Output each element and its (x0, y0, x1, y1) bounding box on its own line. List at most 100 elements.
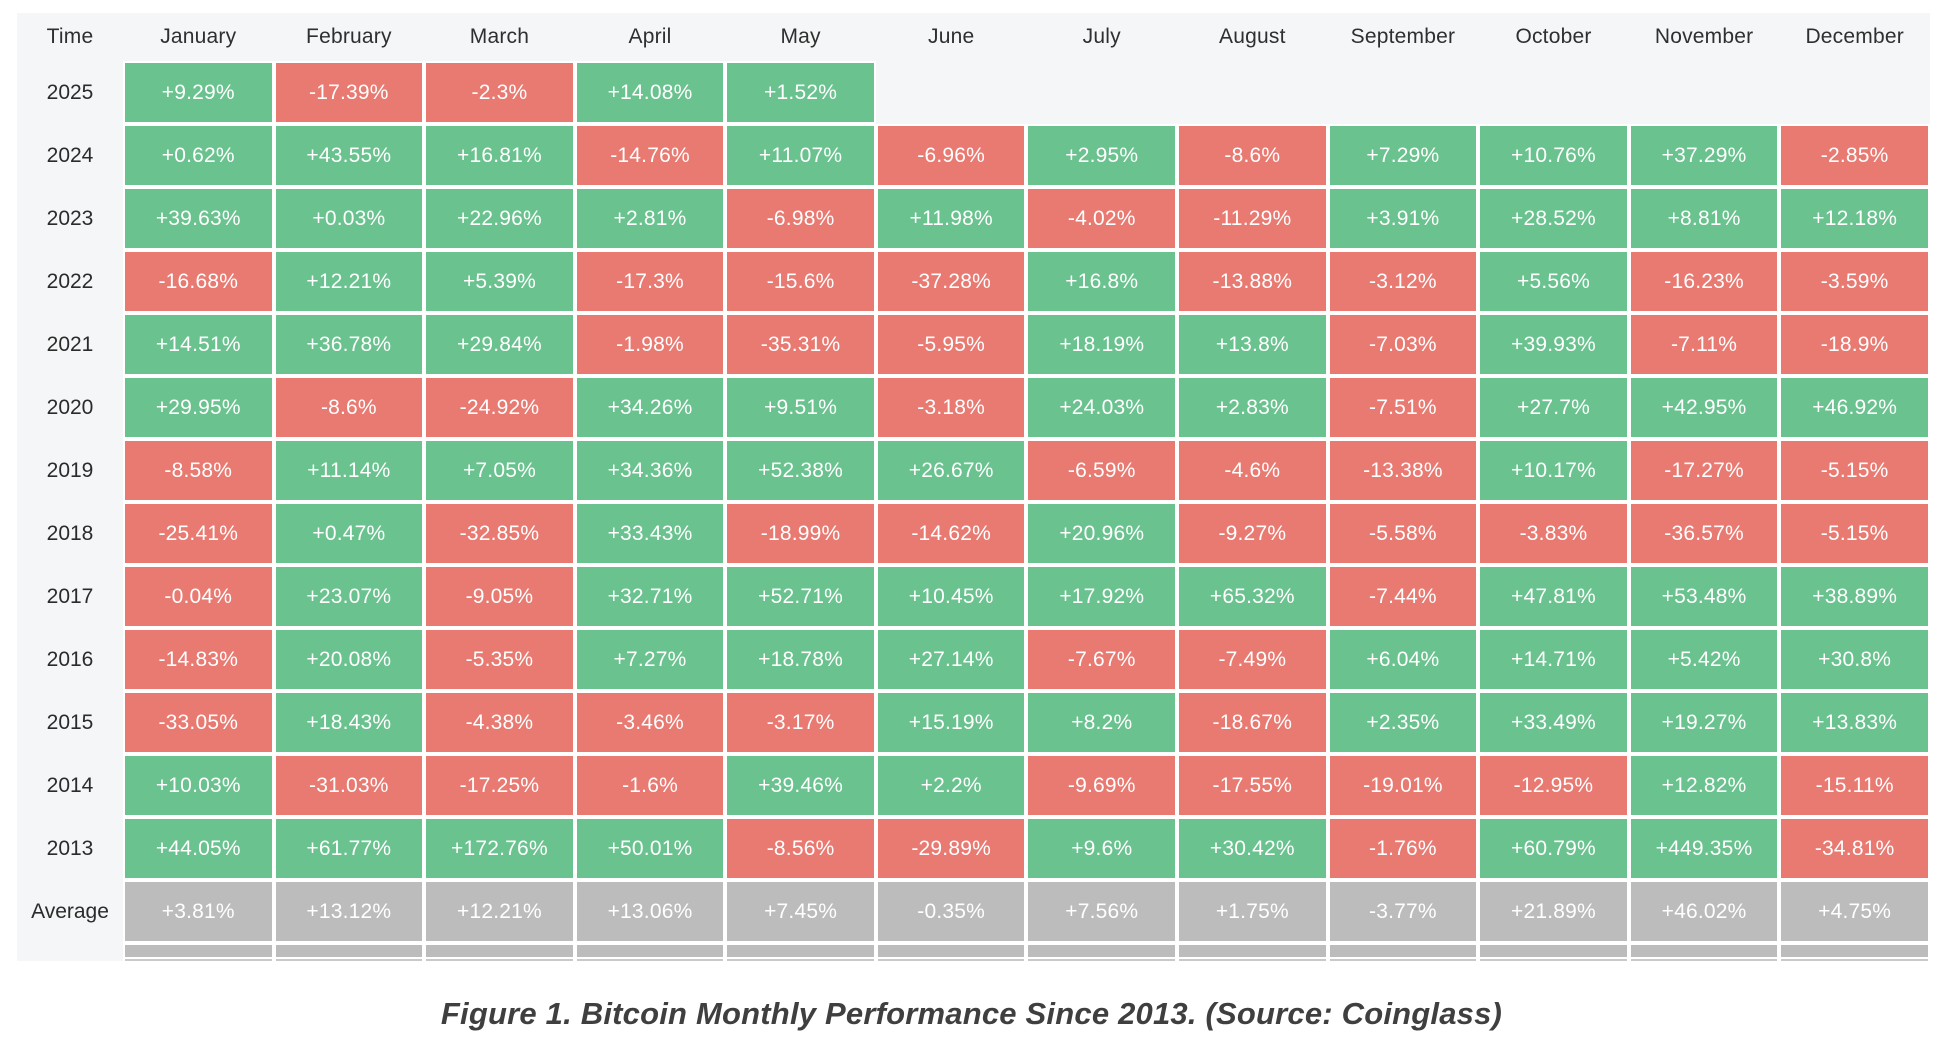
perf-cell: +34.26% (574, 376, 726, 439)
cutoff-cell (1026, 943, 1178, 957)
perf-cell: -8.6% (1177, 124, 1328, 187)
perf-cell: -3.18% (875, 376, 1027, 439)
perf-cell: +449.35% (1628, 817, 1780, 880)
perf-cell: +10.76% (1478, 124, 1629, 187)
perf-cell: -29.89% (875, 817, 1027, 880)
perf-cell: -7.51% (1327, 376, 1479, 439)
table-row: Average +3.81% +13.12% +12.21% +13.06% +7.45%… (17, 880, 1930, 943)
perf-cell: -5.35% (424, 628, 575, 691)
perf-cell: +44.05% (123, 817, 274, 880)
perf-cell: -5.15% (1779, 502, 1930, 565)
month-column-header: October (1515, 25, 1592, 48)
perf-cell: +2.83% (1177, 376, 1328, 439)
perf-cell: +50.01% (574, 817, 726, 880)
perf-cell: -3.83% (1478, 502, 1629, 565)
perf-cell: +19.27% (1628, 691, 1780, 754)
perf-cell: -0.04% (123, 565, 274, 628)
month-column-header: August (1219, 25, 1286, 48)
month-column-header: September (1350, 25, 1456, 48)
perf-cell: +9.51% (725, 376, 876, 439)
perf-cell: -31.03% (273, 754, 425, 817)
perf-cell: +27.7% (1478, 376, 1629, 439)
perf-cell: -17.25% (424, 754, 575, 817)
month-column-header: December (1805, 25, 1904, 48)
perf-cell: -9.05% (424, 565, 575, 628)
perf-cell: +11.98% (875, 187, 1027, 250)
perf-cell: +52.38% (725, 439, 876, 502)
perf-cell: -0.35% (875, 880, 1027, 943)
cutoff-cell (1177, 943, 1328, 957)
perf-cell: +14.08% (574, 61, 726, 124)
perf-cell: -16.68% (123, 250, 274, 313)
perf-cell: +20.08% (273, 628, 425, 691)
perf-cell: +18.78% (725, 628, 876, 691)
perf-cell: -17.3% (574, 250, 726, 313)
perf-cell: +12.82% (1628, 754, 1780, 817)
cutoff-row-label-spacer (17, 943, 123, 957)
cutoff-cell (1026, 957, 1178, 961)
perf-cell: -8.6% (273, 376, 425, 439)
perf-cell: -6.98% (725, 187, 876, 250)
perf-cell: +2.95% (1026, 124, 1178, 187)
perf-cell: -19.01% (1327, 754, 1479, 817)
perf-cell: +4.75% (1779, 880, 1930, 943)
perf-cell: +26.67% (875, 439, 1027, 502)
perf-cell: +18.19% (1026, 313, 1178, 376)
perf-cell: -7.49% (1177, 628, 1328, 691)
perf-cell: +22.96% (424, 187, 575, 250)
perf-cell: -24.92% (424, 376, 575, 439)
cutoff-cell (1327, 943, 1479, 957)
header-row: Time January February March April May June July… (17, 13, 1930, 61)
perf-cell: +17.92% (1026, 565, 1178, 628)
table-row: 2022 -16.68% +12.21% +5.39% -17.3% -15.6% -37.… (17, 250, 1930, 313)
perf-cell: +39.46% (725, 754, 876, 817)
perf-cell: -9.27% (1177, 502, 1328, 565)
perf-cell: +11.14% (273, 439, 425, 502)
row-year-label: 2015 (46, 710, 94, 734)
perf-cell: +12.21% (273, 250, 425, 313)
cutoff-cell (424, 957, 575, 961)
table-row: 2019 -8.58% +11.14% +7.05% +34.36% +52.38% +26… (17, 439, 1930, 502)
perf-cell: -2.3% (424, 61, 575, 124)
perf-cell: -15.6% (725, 250, 876, 313)
perf-cell: -9.69% (1026, 754, 1178, 817)
perf-cell: -3.46% (574, 691, 726, 754)
cutoff-cell (123, 943, 274, 957)
row-year-label: 2025 (46, 80, 94, 104)
perf-cell: +13.8% (1177, 313, 1328, 376)
row-year-label: 2020 (46, 395, 94, 419)
perf-cell: +7.45% (725, 880, 876, 943)
perf-cell: -1.6% (574, 754, 726, 817)
row-year-label: 2021 (46, 332, 94, 356)
table-row: 2021 +14.51% +36.78% +29.84% -1.98% -35.31% -5… (17, 313, 1930, 376)
perf-cell: +5.42% (1628, 628, 1780, 691)
perf-cell: +60.79% (1478, 817, 1629, 880)
perf-cell: +21.89% (1478, 880, 1629, 943)
table-row: 2025 +9.29% -17.39% -2.3% +14.08% +1.52% (17, 61, 1930, 124)
perf-cell: +47.81% (1478, 565, 1629, 628)
cutoff-cell (875, 957, 1027, 961)
row-year-label: 2024 (46, 143, 94, 167)
perf-cell: +39.63% (123, 187, 274, 250)
perf-cell: +16.8% (1026, 250, 1178, 313)
table-row: 2014 +10.03% -31.03% -17.25% -1.6% +39.46% +2.… (17, 754, 1930, 817)
cutoff-row (17, 957, 1930, 961)
perf-cell: -14.62% (875, 502, 1027, 565)
perf-cell: +0.47% (273, 502, 425, 565)
perf-cell: +13.06% (574, 880, 726, 943)
perf-cell: -3.17% (725, 691, 876, 754)
perf-cell: +8.81% (1628, 187, 1780, 250)
perf-cell: +172.76% (424, 817, 575, 880)
perf-cell (1177, 61, 1328, 124)
perf-cell: +9.6% (1026, 817, 1178, 880)
perf-cell: -17.39% (273, 61, 425, 124)
perf-cell: +61.77% (273, 817, 425, 880)
perf-cell: -13.88% (1177, 250, 1328, 313)
cutoff-cell (725, 943, 876, 957)
perf-cell: +2.35% (1327, 691, 1479, 754)
perf-cell: -7.44% (1327, 565, 1479, 628)
perf-cell: +23.07% (273, 565, 425, 628)
cutoff-cell (1628, 957, 1780, 961)
perf-cell: +16.81% (424, 124, 575, 187)
row-year-label: 2017 (46, 584, 94, 608)
